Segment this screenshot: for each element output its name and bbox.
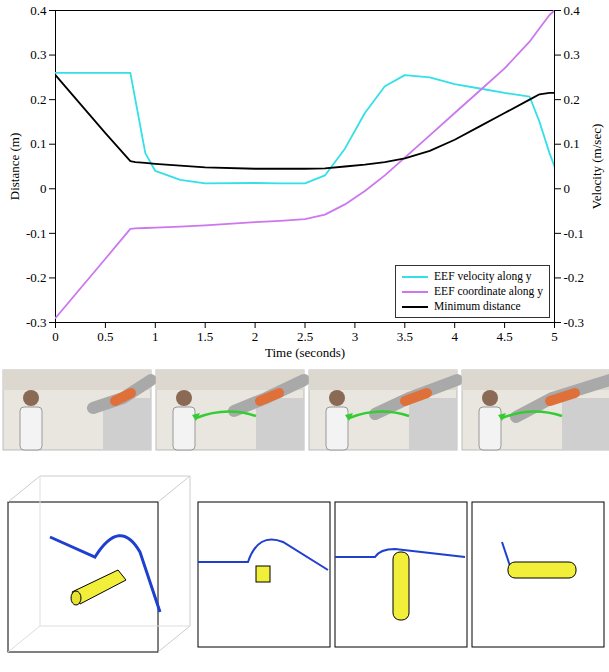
svg-text:-0.1: -0.1 xyxy=(26,226,47,241)
svg-text:2.5: 2.5 xyxy=(297,329,313,344)
svg-text:0.2: 0.2 xyxy=(30,92,46,107)
svg-text:3: 3 xyxy=(352,329,359,344)
svg-text:0.1: 0.1 xyxy=(564,136,580,151)
svg-text:4.5: 4.5 xyxy=(496,329,512,344)
svg-text:-0.1: -0.1 xyxy=(564,226,585,241)
svg-text:Distance (m): Distance (m) xyxy=(7,133,22,201)
svg-text:Time (seconds): Time (seconds) xyxy=(265,345,345,360)
html-text:EEF coordinate along y: EEF coordinate along y xyxy=(434,285,543,297)
svg-text:1: 1 xyxy=(152,329,159,344)
svg-text:0.4: 0.4 xyxy=(564,3,581,18)
svg-text:0.2: 0.2 xyxy=(564,92,580,107)
svg-text:0.3: 0.3 xyxy=(30,47,46,62)
svg-text:Velocity (m/sec): Velocity (m/sec) xyxy=(589,124,604,210)
svg-text:0: 0 xyxy=(564,181,571,196)
html-text:Minimum distance: Minimum distance xyxy=(434,300,521,312)
svg-text:0.3: 0.3 xyxy=(564,47,580,62)
svg-text:5: 5 xyxy=(551,329,558,344)
svg-text:3.5: 3.5 xyxy=(397,329,413,344)
svg-text:0: 0 xyxy=(40,181,47,196)
svg-text:-0.3: -0.3 xyxy=(564,315,585,330)
svg-text:-0.2: -0.2 xyxy=(564,270,585,285)
svg-text:0.1: 0.1 xyxy=(30,136,46,151)
svg-text:2: 2 xyxy=(252,329,259,344)
svg-text:0.4: 0.4 xyxy=(30,3,47,18)
svg-text:-0.2: -0.2 xyxy=(26,270,47,285)
svg-text:0.5: 0.5 xyxy=(97,329,113,344)
svg-text:0: 0 xyxy=(52,329,59,344)
html-text:EEF velocity along y: EEF velocity along y xyxy=(434,270,532,282)
svg-text:-0.3: -0.3 xyxy=(26,315,47,330)
svg-text:4: 4 xyxy=(451,329,458,344)
svg-text:1.5: 1.5 xyxy=(197,329,213,344)
